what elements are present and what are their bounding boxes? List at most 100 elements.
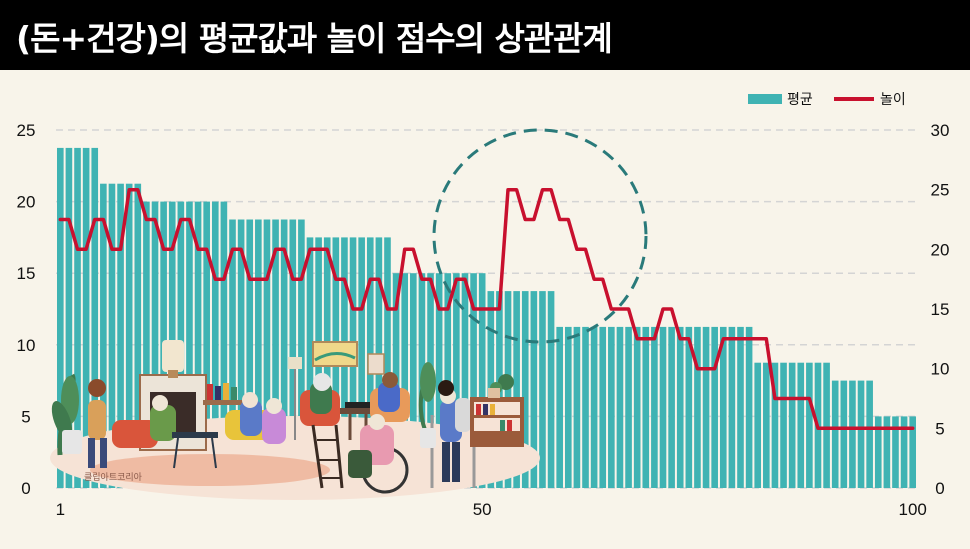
bar (435, 273, 443, 488)
bar (771, 362, 779, 488)
right-tick-label: 25 (931, 181, 950, 200)
bar (849, 380, 856, 488)
bar (857, 380, 865, 488)
bar (564, 326, 572, 488)
bar (82, 147, 90, 488)
bar (892, 416, 899, 488)
bar (797, 362, 805, 488)
bar (642, 326, 650, 488)
bar (117, 183, 124, 488)
bar (573, 326, 581, 488)
bar (883, 416, 891, 488)
bar (461, 273, 469, 488)
highlight-circle (432, 128, 648, 344)
right-tick-label: 20 (931, 240, 950, 259)
chart: 클립아트코리아 0 5 10 15 20 25 0 5 10 15 20 25 30 1 50 100 평… (17, 92, 950, 519)
bar (539, 291, 546, 488)
bar (298, 219, 305, 488)
bar (220, 201, 228, 488)
bar (659, 326, 667, 488)
bar (125, 183, 133, 488)
title-bar: (돈+건강)의 평균값과 놀이 점수의 상관관계 (0, 0, 970, 70)
bar (108, 183, 116, 488)
image-credit: 클립아트코리아 (84, 472, 143, 483)
chart-title: (돈+건강)의 평균값과 놀이 점수의 상관관계 (16, 19, 613, 58)
bar (229, 219, 236, 488)
left-tick-label: 20 (17, 193, 36, 212)
bar (556, 326, 563, 488)
bar (625, 326, 632, 488)
left-tick-label: 0 (21, 479, 30, 498)
bar (763, 362, 770, 488)
legend-label-average: 평균 (787, 92, 813, 108)
bar (306, 237, 314, 488)
bar (57, 147, 64, 488)
bar (900, 416, 908, 488)
bar (410, 273, 417, 488)
left-axis-ticks: 0 5 10 15 20 25 (17, 121, 36, 498)
right-tick-label: 5 (935, 419, 944, 438)
bar (194, 201, 202, 488)
bar (547, 291, 555, 488)
bar (246, 219, 254, 488)
x-axis-ticks: 1 50 100 (56, 500, 927, 519)
line-series-play (58, 187, 915, 431)
bar (728, 326, 736, 488)
bar (530, 291, 538, 488)
right-axis-ticks: 0 5 10 15 20 25 30 (931, 121, 950, 498)
legend-label-play: 놀이 (880, 92, 906, 108)
bar (143, 201, 150, 488)
bar (255, 219, 262, 488)
bar (100, 183, 107, 488)
bar (599, 326, 607, 488)
bar (874, 416, 882, 488)
bar (909, 416, 916, 488)
bar (384, 237, 391, 488)
bar (737, 326, 744, 488)
bar (694, 326, 701, 488)
bar (633, 326, 641, 488)
bar (702, 326, 710, 488)
bar (151, 201, 159, 488)
bar (866, 380, 873, 488)
bar (211, 201, 219, 488)
bar (453, 273, 460, 488)
right-tick-label: 0 (935, 479, 944, 498)
bar (582, 326, 589, 488)
right-tick-label: 30 (931, 121, 950, 140)
bar (616, 326, 624, 488)
legend: 평균 놀이 (748, 92, 906, 108)
bar (823, 362, 830, 488)
bar (676, 326, 684, 488)
bar (237, 219, 245, 488)
bar (806, 362, 813, 488)
bar (478, 273, 486, 488)
bar (203, 201, 210, 488)
left-tick-label: 10 (17, 336, 36, 355)
bar (263, 219, 271, 488)
bar (91, 147, 99, 488)
bar (74, 147, 81, 488)
bar (134, 183, 142, 488)
bar (521, 291, 529, 488)
bar (780, 362, 787, 488)
bar (831, 380, 839, 488)
bar (280, 219, 288, 488)
bar (186, 201, 193, 488)
x-tick-label: 100 (899, 500, 927, 519)
bar (590, 326, 598, 488)
bar (65, 147, 73, 488)
bar (754, 362, 762, 488)
left-tick-label: 25 (17, 121, 36, 140)
legend-swatch-average (748, 94, 782, 104)
bar (358, 237, 365, 488)
right-tick-label: 15 (931, 300, 950, 319)
bar (788, 362, 796, 488)
bar (401, 273, 409, 488)
bar (513, 291, 520, 488)
bar (608, 326, 615, 488)
bar (840, 380, 848, 488)
bar (470, 273, 477, 488)
left-tick-label: 5 (21, 407, 30, 426)
bar (719, 326, 727, 488)
